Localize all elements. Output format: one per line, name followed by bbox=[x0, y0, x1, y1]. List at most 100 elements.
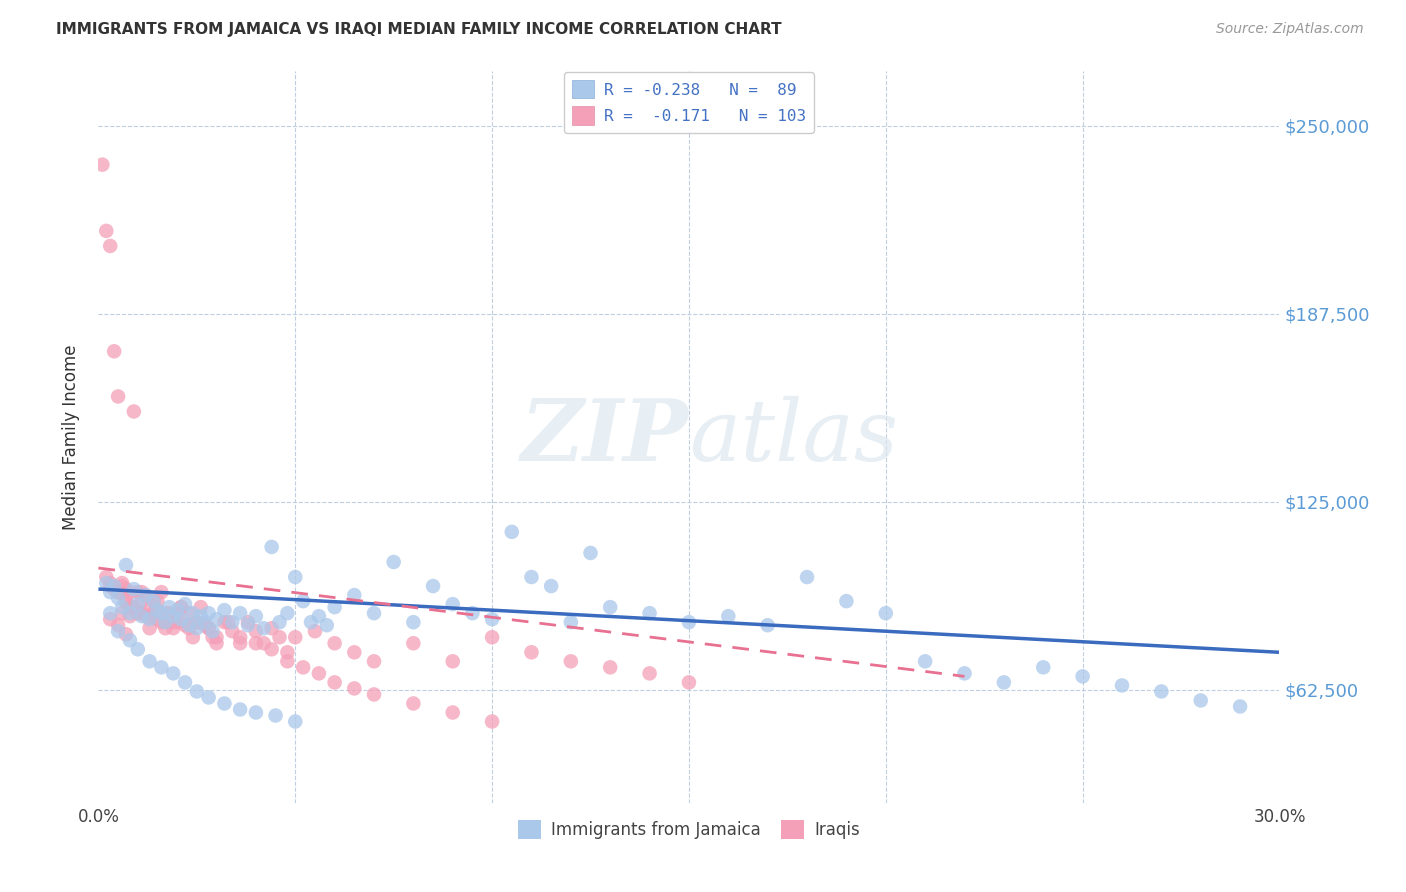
Point bbox=[107, 585, 129, 599]
Point bbox=[382, 555, 405, 569]
Point bbox=[181, 606, 204, 620]
Point bbox=[1071, 669, 1094, 683]
Point bbox=[162, 609, 184, 624]
Point bbox=[98, 576, 121, 591]
Point bbox=[118, 600, 141, 615]
Point bbox=[205, 612, 228, 626]
Point bbox=[638, 666, 661, 681]
Point bbox=[276, 654, 298, 668]
Point bbox=[284, 570, 307, 584]
Point bbox=[221, 615, 243, 630]
Point bbox=[138, 600, 160, 615]
Point bbox=[122, 600, 145, 615]
Point bbox=[638, 606, 661, 620]
Point bbox=[150, 615, 173, 630]
Point bbox=[177, 606, 200, 620]
Point bbox=[520, 645, 543, 659]
Point bbox=[107, 618, 129, 632]
Point bbox=[98, 606, 121, 620]
Point bbox=[260, 540, 283, 554]
Point bbox=[186, 615, 208, 630]
Point bbox=[264, 708, 287, 723]
Point bbox=[174, 597, 197, 611]
Point bbox=[343, 588, 366, 602]
Point bbox=[501, 524, 523, 539]
Point bbox=[118, 585, 141, 599]
Point bbox=[579, 546, 602, 560]
Point bbox=[181, 630, 204, 644]
Point bbox=[138, 654, 160, 668]
Point bbox=[103, 344, 125, 359]
Point bbox=[599, 600, 621, 615]
Point bbox=[150, 606, 173, 620]
Point bbox=[177, 618, 200, 632]
Point bbox=[441, 706, 464, 720]
Point bbox=[205, 636, 228, 650]
Point bbox=[131, 585, 153, 599]
Point bbox=[835, 594, 858, 608]
Point bbox=[107, 585, 129, 599]
Point bbox=[194, 615, 217, 630]
Point bbox=[229, 702, 252, 716]
Point bbox=[201, 624, 224, 639]
Point bbox=[146, 603, 169, 617]
Point bbox=[111, 600, 134, 615]
Point bbox=[155, 606, 177, 620]
Point bbox=[599, 660, 621, 674]
Point bbox=[127, 606, 149, 620]
Point bbox=[1229, 699, 1251, 714]
Point bbox=[131, 609, 153, 624]
Point bbox=[363, 688, 385, 702]
Point bbox=[756, 618, 779, 632]
Point bbox=[98, 612, 121, 626]
Point bbox=[560, 654, 582, 668]
Point bbox=[276, 645, 298, 659]
Point bbox=[678, 615, 700, 630]
Point bbox=[150, 660, 173, 674]
Point bbox=[245, 636, 267, 650]
Point bbox=[299, 615, 322, 630]
Point bbox=[118, 609, 141, 624]
Point bbox=[914, 654, 936, 668]
Text: ZIP: ZIP bbox=[522, 395, 689, 479]
Point bbox=[422, 579, 444, 593]
Point bbox=[540, 579, 562, 593]
Point bbox=[1189, 693, 1212, 707]
Point bbox=[229, 636, 252, 650]
Point bbox=[481, 630, 503, 644]
Point bbox=[166, 606, 188, 620]
Point bbox=[308, 666, 330, 681]
Point bbox=[993, 675, 1015, 690]
Point bbox=[138, 609, 160, 624]
Point bbox=[323, 600, 346, 615]
Point bbox=[284, 630, 307, 644]
Point bbox=[461, 606, 484, 620]
Point bbox=[363, 606, 385, 620]
Point bbox=[343, 681, 366, 696]
Point bbox=[205, 630, 228, 644]
Point bbox=[174, 618, 197, 632]
Point bbox=[343, 645, 366, 659]
Point bbox=[292, 660, 315, 674]
Point bbox=[131, 594, 153, 608]
Point bbox=[96, 224, 118, 238]
Point bbox=[122, 582, 145, 596]
Point bbox=[245, 624, 267, 639]
Point bbox=[98, 585, 121, 599]
Point bbox=[269, 630, 291, 644]
Point bbox=[402, 615, 425, 630]
Point bbox=[170, 600, 193, 615]
Point bbox=[98, 579, 121, 593]
Point bbox=[260, 642, 283, 657]
Point bbox=[229, 630, 252, 644]
Point bbox=[253, 621, 276, 635]
Point bbox=[520, 570, 543, 584]
Point bbox=[111, 579, 134, 593]
Text: atlas: atlas bbox=[689, 396, 898, 478]
Point bbox=[135, 588, 157, 602]
Point bbox=[678, 675, 700, 690]
Point bbox=[236, 615, 259, 630]
Point bbox=[292, 594, 315, 608]
Point bbox=[127, 597, 149, 611]
Point bbox=[304, 624, 326, 639]
